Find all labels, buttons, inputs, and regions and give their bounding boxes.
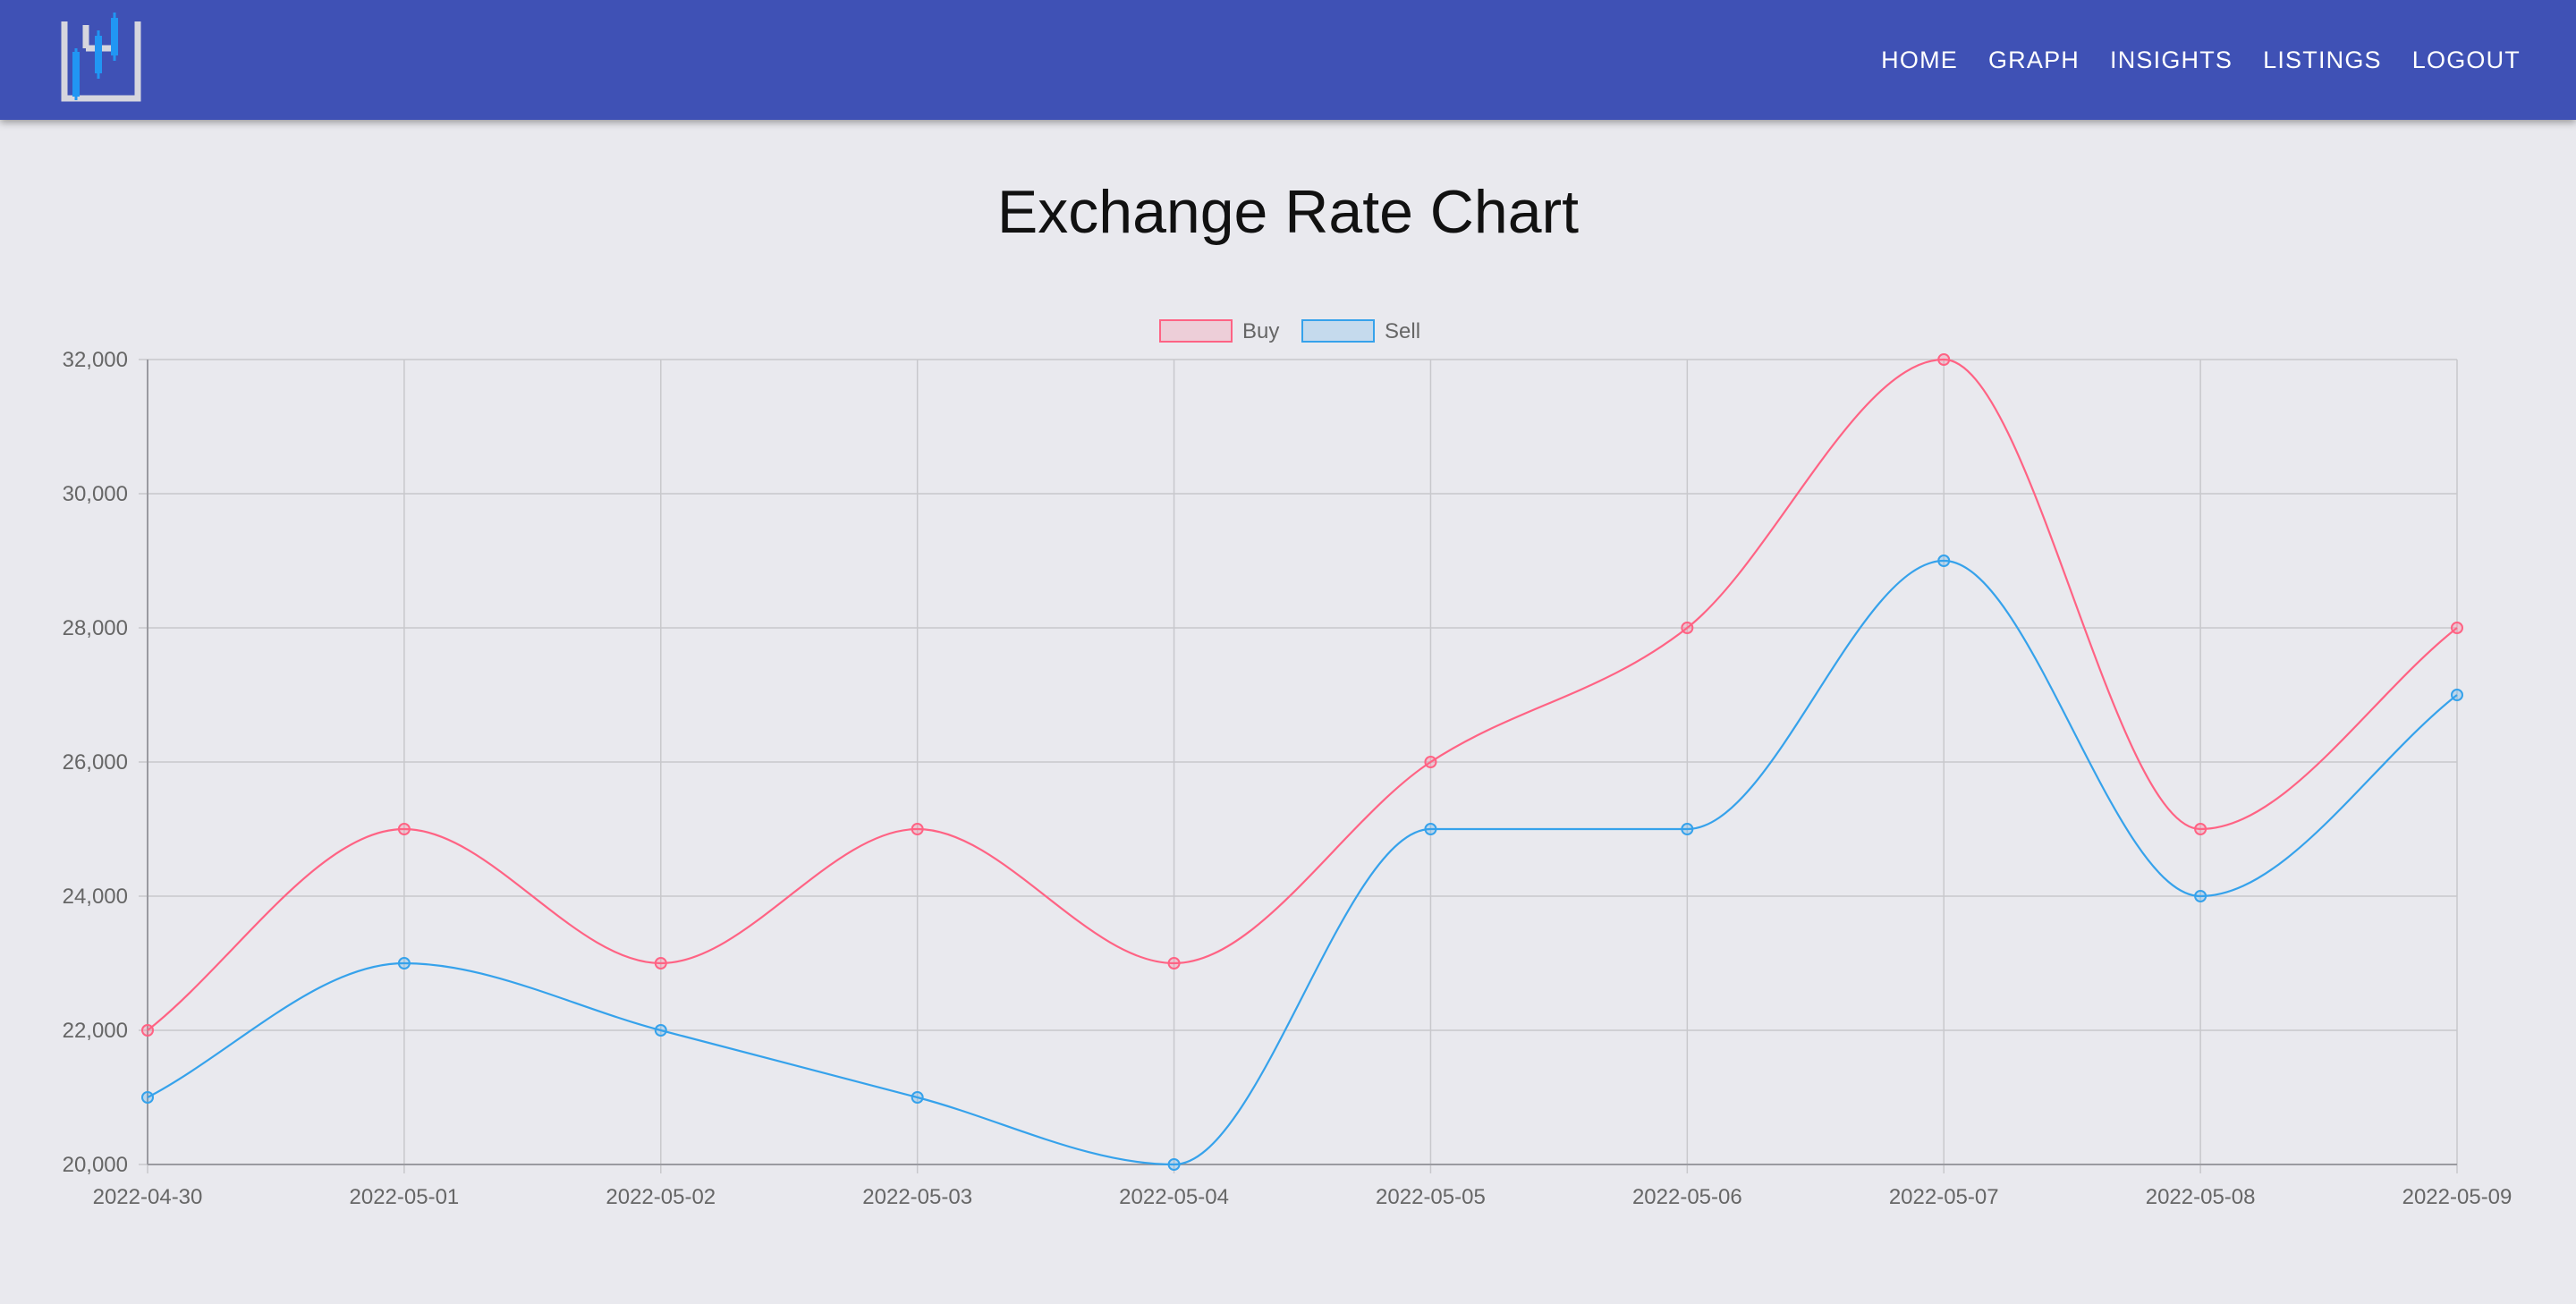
buy-data-point[interactable] <box>911 823 924 835</box>
sell-data-point[interactable] <box>2451 689 2463 701</box>
x-tick-label: 2022-05-07 <box>1889 1185 1999 1209</box>
x-tick-label: 2022-05-05 <box>1376 1185 1486 1209</box>
sell-legend-label[interactable]: Sell <box>1385 319 1420 343</box>
buy-legend-swatch[interactable] <box>1159 319 1233 343</box>
sell-data-point[interactable] <box>1424 823 1437 835</box>
sell-data-point[interactable] <box>1937 555 1951 567</box>
buy-data-point[interactable] <box>397 823 411 835</box>
nav-listings-link[interactable]: LISTINGS <box>2263 46 2382 73</box>
x-tick-label: 2022-05-02 <box>606 1185 716 1209</box>
buy-data-point[interactable] <box>2194 823 2207 835</box>
y-tick-label: 22,000 <box>63 1019 128 1043</box>
sell-data-point[interactable] <box>2194 890 2207 902</box>
y-tick-label: 32,000 <box>63 348 128 372</box>
exchange-rate-line-chart[interactable]: 20,000 22,000 24,000 26,000 28,000 30,000 32,0… <box>0 295 2576 1279</box>
buy-data-point[interactable] <box>2451 622 2463 634</box>
buy-series-line <box>147 358 2458 1031</box>
buy-data-point[interactable] <box>141 1024 154 1037</box>
nav-insights-link[interactable]: INSIGHTS <box>2110 46 2233 73</box>
page-title: Exchange Rate Chart <box>996 178 1580 246</box>
x-tick-label: 2022-05-04 <box>1119 1185 1229 1209</box>
buy-data-point[interactable] <box>1681 622 1694 634</box>
sell-data-point[interactable] <box>1681 823 1694 835</box>
buy-data-point[interactable] <box>1167 957 1181 970</box>
x-tick-label: 2022-05-01 <box>350 1185 460 1209</box>
sell-data-point[interactable] <box>141 1091 154 1104</box>
buy-data-point[interactable] <box>1937 353 1951 366</box>
sell-data-point[interactable] <box>654 1024 667 1037</box>
y-tick-label: 24,000 <box>63 885 128 909</box>
x-tick-label: 2022-05-08 <box>2146 1185 2256 1209</box>
sell-legend-swatch[interactable] <box>1301 319 1375 343</box>
nav-home-link[interactable]: HOME <box>1881 46 1958 73</box>
buy-legend-label[interactable]: Buy <box>1242 319 1279 343</box>
sell-series-line <box>147 559 2458 1166</box>
x-tick-label: 2022-05-09 <box>2402 1185 2512 1209</box>
sell-data-point[interactable] <box>1167 1158 1181 1171</box>
sell-data-point[interactable] <box>911 1091 924 1104</box>
nav-graph-link[interactable]: GRAPH <box>1987 46 2080 73</box>
x-tick-label: 2022-04-30 <box>93 1185 203 1209</box>
candlestick-logo-icon[interactable] <box>61 13 141 102</box>
main-nav: HOME GRAPH INSIGHTS LISTINGS LOGOUT <box>1881 0 2521 120</box>
buy-data-point[interactable] <box>1424 756 1437 768</box>
sell-data-point[interactable] <box>397 957 411 970</box>
y-tick-label: 30,000 <box>63 482 128 506</box>
y-tick-label: 26,000 <box>63 750 128 775</box>
buy-data-point[interactable] <box>654 957 667 970</box>
y-tick-label: 20,000 <box>63 1153 128 1177</box>
y-tick-label: 28,000 <box>63 616 128 640</box>
top-navbar: HOME GRAPH INSIGHTS LISTINGS LOGOUT <box>0 0 2576 120</box>
x-tick-label: 2022-05-03 <box>862 1185 972 1209</box>
nav-logout-link[interactable]: LOGOUT <box>2411 46 2521 73</box>
x-tick-label: 2022-05-06 <box>1632 1185 1742 1209</box>
